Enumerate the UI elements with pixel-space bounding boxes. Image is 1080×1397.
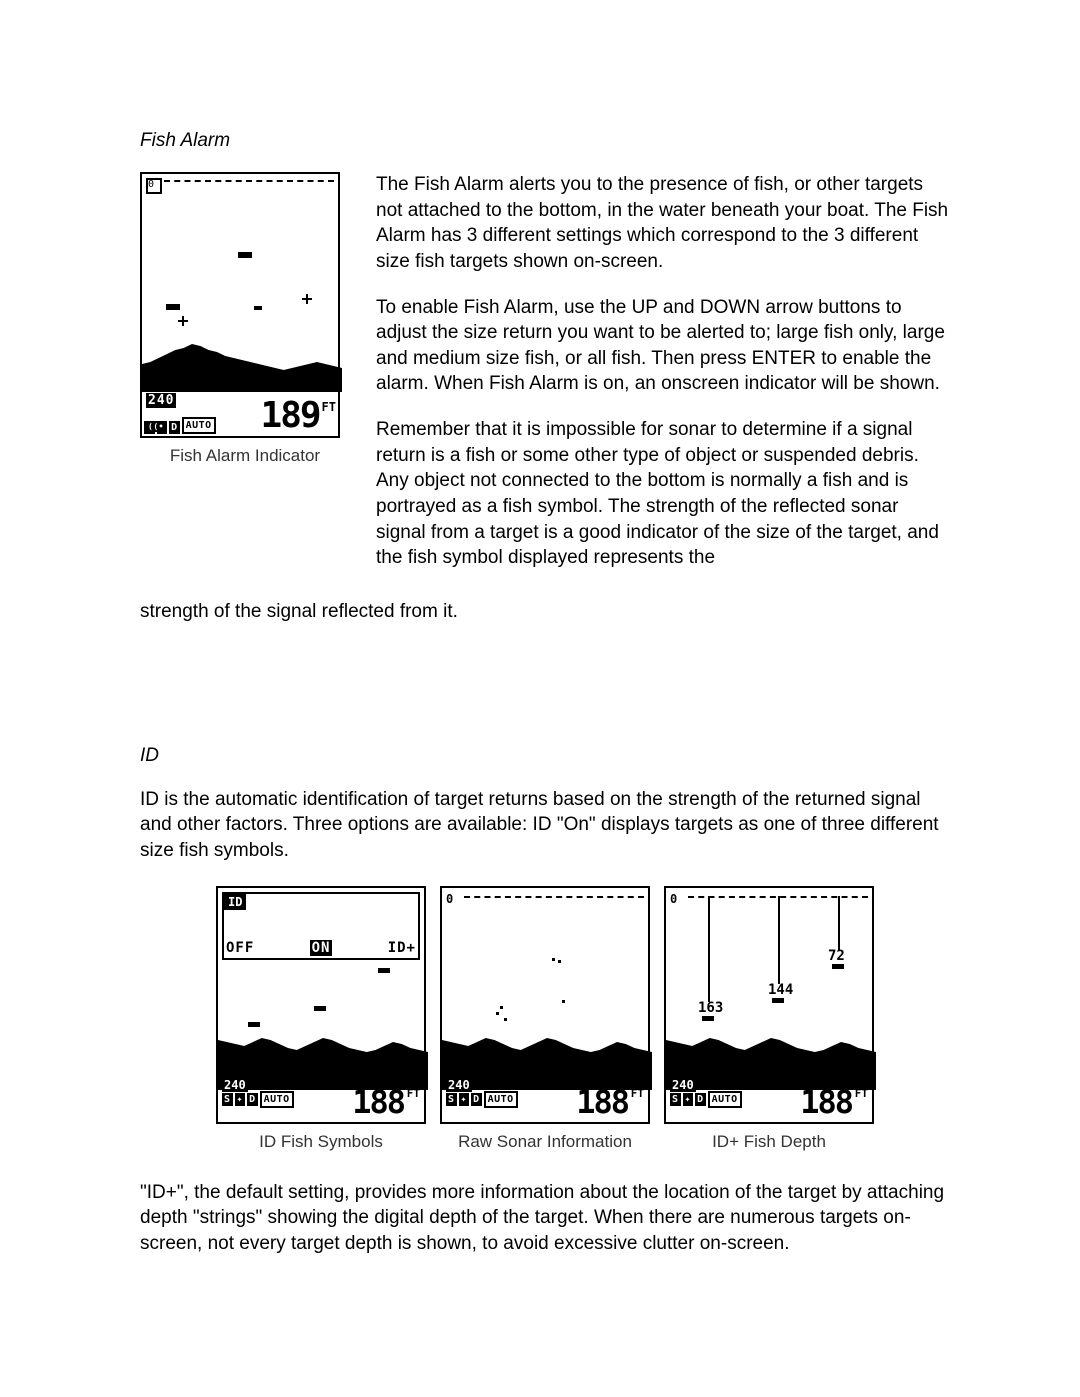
depth-string xyxy=(778,896,780,984)
fish-icon xyxy=(314,1006,326,1011)
range-label: 240 xyxy=(222,1078,248,1092)
depth-readout: 188 xyxy=(352,1086,404,1118)
sonar-return xyxy=(504,1018,507,1021)
fish-alarm-indicator-icon: ((• xyxy=(146,421,166,432)
depth-unit: FT xyxy=(322,400,336,414)
sonar-return xyxy=(562,1000,565,1003)
menu-option-on[interactable]: ON xyxy=(310,940,333,956)
badge-d: D xyxy=(695,1093,706,1106)
section-heading-fish-alarm: Fish Alarm xyxy=(140,130,950,152)
badge-star: ✦ xyxy=(459,1093,470,1106)
badge-s: S xyxy=(670,1093,681,1106)
depth-string-label: 144 xyxy=(768,982,793,998)
figure-caption: Raw Sonar Information xyxy=(440,1132,650,1152)
paragraph: ID is the automatic identification of ta… xyxy=(140,787,950,864)
badge-star: ✦ xyxy=(683,1093,694,1106)
fish-alarm-text: The Fish Alarm alerts you to the presenc… xyxy=(376,172,950,591)
badge-s: S xyxy=(446,1093,457,1106)
range-label: 240 xyxy=(446,1078,472,1092)
paragraph: The Fish Alarm alerts you to the presenc… xyxy=(376,172,950,275)
cross-icon xyxy=(178,316,188,326)
depth-readout: 188 xyxy=(800,1086,852,1118)
paragraph-continuation: strength of the signal reflected from it… xyxy=(140,599,950,625)
lcd-raw-sonar: 0 240 S ✦ D AUTO 188 FT xyxy=(440,886,650,1124)
badge-d: D xyxy=(169,421,180,434)
id-panels-row: ID OFF ON ID+ 240 S ✦ D AUTO xyxy=(140,886,950,1124)
depth-string xyxy=(838,896,840,950)
fish-icon xyxy=(378,968,390,973)
surface-line xyxy=(464,896,644,898)
fish-alarm-block: 0 240 S ✦ D AUTO 189 FT xyxy=(140,172,950,591)
depth-string xyxy=(708,896,710,1002)
depth-zero-marker: 0 xyxy=(146,178,162,194)
lcd-status-bar: 240 S ✦ D AUTO 188 FT xyxy=(444,1074,646,1120)
fish-icon xyxy=(772,998,784,1003)
lcd-id-fish-symbols: ID OFF ON ID+ 240 S ✦ D AUTO xyxy=(216,886,426,1124)
fish-icon xyxy=(832,964,844,969)
lcd-status-bar: 240 S ✦ D AUTO 188 FT xyxy=(220,1074,422,1120)
lcd-status-bar: 240 S ✦ D AUTO 189 FT ((• xyxy=(144,392,336,434)
id-menu: ID OFF ON ID+ xyxy=(222,892,420,960)
depth-unit: FT xyxy=(407,1087,420,1100)
depth-string-label: 72 xyxy=(828,948,845,964)
badge-auto: AUTO xyxy=(484,1091,518,1108)
lcd-fish-alarm: 0 240 S ✦ D AUTO 189 FT xyxy=(140,172,340,438)
fish-alarm-figure: 0 240 S ✦ D AUTO 189 FT xyxy=(140,172,350,466)
depth-zero-marker: 0 xyxy=(670,892,677,906)
badge-auto: AUTO xyxy=(260,1091,294,1108)
range-label: 240 xyxy=(670,1078,696,1092)
menu-options: OFF ON ID+ xyxy=(226,940,416,956)
depth-unit: FT xyxy=(631,1087,644,1100)
range-label: 240 xyxy=(146,393,176,408)
depth-string-label: 163 xyxy=(698,1000,723,1016)
figure-caption: ID+ Fish Depth xyxy=(664,1132,874,1152)
surface-line xyxy=(164,180,334,182)
fish-icon xyxy=(238,252,252,258)
paragraph: To enable Fish Alarm, use the UP and DOW… xyxy=(376,295,950,398)
section-heading-id: ID xyxy=(140,745,950,767)
id-captions-row: ID Fish Symbols Raw Sonar Information ID… xyxy=(140,1132,950,1152)
fish-icon xyxy=(248,1022,260,1027)
badge-auto: AUTO xyxy=(182,417,216,434)
document-page: Fish Alarm 0 240 S ✦ D xyxy=(0,0,1080,1397)
fish-icon xyxy=(702,1016,714,1021)
sonar-bottom-terrain xyxy=(142,342,342,392)
depth-readout: 188 xyxy=(576,1086,628,1118)
sonar-return xyxy=(552,958,555,961)
menu-title: ID xyxy=(224,894,246,910)
fish-icon xyxy=(254,306,262,310)
depth-unit: FT xyxy=(855,1087,868,1100)
lcd-id-plus: 0 240 S ✦ D AUTO 188 FT 72 144 163 xyxy=(664,886,874,1124)
paragraph: "ID+", the default setting, provides mor… xyxy=(140,1180,950,1257)
paragraph: Remember that it is impossible for sonar… xyxy=(376,417,950,571)
badge-s: S xyxy=(222,1093,233,1106)
badge-star: ✦ xyxy=(235,1093,246,1106)
depth-zero-marker: 0 xyxy=(446,892,453,906)
cross-icon xyxy=(302,294,312,304)
badge-auto: AUTO xyxy=(708,1091,742,1108)
figure-caption: ID Fish Symbols xyxy=(216,1132,426,1152)
badge-d: D xyxy=(247,1093,258,1106)
menu-option-off[interactable]: OFF xyxy=(226,940,254,956)
figure-caption: Fish Alarm Indicator xyxy=(140,446,350,466)
sonar-return xyxy=(496,1012,499,1015)
badge-d: D xyxy=(471,1093,482,1106)
sonar-return xyxy=(558,960,561,963)
depth-readout: 189 xyxy=(261,398,320,434)
fish-icon xyxy=(166,304,180,310)
lcd-status-bar: 240 S ✦ D AUTO 188 FT xyxy=(668,1074,870,1120)
sonar-return xyxy=(500,1006,503,1009)
menu-option-id-plus[interactable]: ID+ xyxy=(388,940,416,956)
